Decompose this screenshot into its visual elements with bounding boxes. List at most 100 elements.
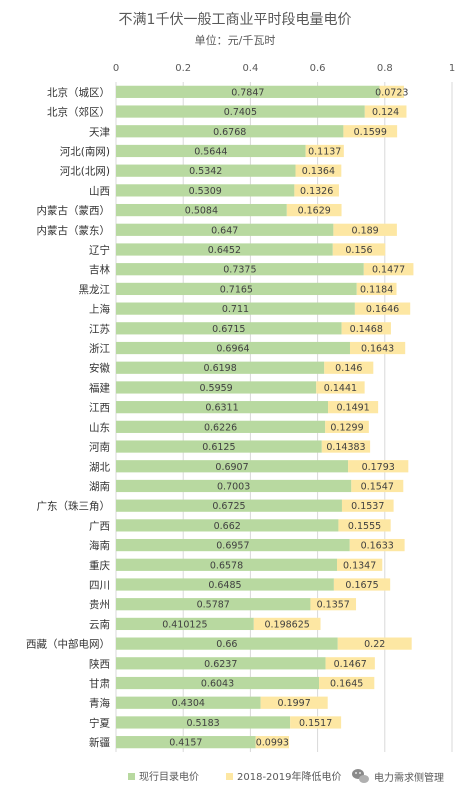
category-label: 北京（城区）: [47, 86, 110, 99]
watermark-text: 电力需求侧管理: [374, 771, 444, 784]
data-label-price-reduction: 0.1326: [300, 186, 333, 197]
data-label-current-price: 0.6226: [204, 422, 237, 433]
data-label-current-price: 0.6768: [213, 127, 246, 138]
bar-current-price: [116, 361, 325, 374]
data-label-price-reduction: 0.1517: [299, 718, 332, 729]
category-label: 甘肃: [89, 677, 110, 690]
data-label-price-reduction: 0.1477: [372, 265, 405, 276]
category-label: 江苏: [89, 322, 110, 335]
category-label: 北京（郊区）: [47, 106, 110, 119]
bar-current-price: [116, 519, 339, 532]
data-label-current-price: 0.6715: [212, 324, 245, 335]
category-label: 吉林: [89, 263, 110, 276]
x-axis-ticks: 0 0.2 0.4 0.6 0.8 1: [113, 63, 455, 74]
bar-price-reduction: [286, 203, 342, 217]
data-label-current-price: 0.5787: [197, 600, 230, 611]
bar-current-price: [116, 381, 317, 394]
chart-subtitle: 单位：元/千瓦时: [195, 33, 276, 47]
wechat-icon: [352, 769, 369, 783]
bar-price-reduction: [316, 381, 365, 394]
data-label-price-reduction: 0.189: [352, 225, 379, 236]
data-label-price-reduction: 0.146: [335, 363, 362, 374]
bar-current-price: [116, 538, 350, 552]
data-label-price-reduction: 0.1645: [330, 679, 363, 690]
category-label: 福建: [89, 381, 110, 394]
bar-price-reduction: [333, 223, 397, 236]
category-label: 江西: [89, 402, 110, 414]
data-label-current-price: 0.5342: [189, 166, 222, 177]
bar-price-reduction: [310, 598, 357, 611]
bar-price-reduction: [325, 420, 369, 433]
category-label: 广西: [89, 520, 110, 532]
data-label-price-reduction: 0.14383: [326, 442, 365, 453]
bar-current-price: [116, 499, 342, 512]
x-tick-label: 0.4: [242, 63, 258, 74]
bar-price-reduction: [319, 676, 375, 690]
bar-current-price: [116, 125, 344, 138]
data-labels: 0.7847 0.0723 0.7405 0.124 0.6768 0.1599 0.564…: [162, 87, 408, 748]
category-label: 内蒙古（蒙东）: [37, 224, 111, 237]
gridlines: [115, 82, 453, 752]
data-label-current-price: 0.6237: [204, 659, 237, 670]
data-label-price-reduction: 0.1547: [361, 481, 394, 492]
data-label-current-price: 0.5183: [186, 718, 219, 729]
category-label: 安徽: [89, 362, 110, 375]
category-label: 新疆: [89, 736, 110, 749]
category-label: 山西: [89, 185, 110, 197]
data-label-price-reduction: 0.22: [364, 639, 385, 650]
data-label-price-reduction: 0.198625: [264, 619, 309, 630]
bar-price-reduction: [305, 144, 344, 158]
category-label: 湖北: [89, 461, 110, 473]
category-label: 广东（珠三角）: [37, 500, 111, 513]
bar-current-price: [116, 460, 349, 473]
bar-price-reduction: [337, 558, 383, 571]
data-label-current-price: 0.7003: [217, 481, 250, 492]
bar-current-price: [116, 302, 355, 315]
bar-price-reduction: [349, 341, 406, 355]
category-label: 黑龙江: [79, 283, 111, 296]
bar-price-reduction: [356, 282, 397, 296]
data-label-current-price: 0.66: [216, 639, 237, 650]
legend-label-current-price: 现行目录电价: [139, 770, 199, 783]
bar-price-reduction: [321, 440, 371, 453]
category-label: 贵州: [89, 598, 110, 611]
category-label: 浙江: [89, 343, 110, 355]
data-label-current-price: 0.410125: [162, 619, 207, 630]
category-label: 四川: [89, 580, 110, 592]
bar-current-price: [116, 203, 287, 217]
bar-price-reduction: [343, 125, 398, 138]
data-label-current-price: 0.6725: [212, 501, 245, 512]
bar-current-price: [116, 440, 322, 453]
category-label: 云南: [89, 618, 110, 631]
data-label-current-price: 0.5959: [199, 383, 232, 394]
bar-current-price: [116, 657, 326, 670]
data-label-price-reduction: 0.0993: [256, 738, 289, 749]
bar-current-price: [116, 696, 261, 709]
data-label-price-reduction: 0.0723: [375, 87, 408, 98]
bar-price-reduction: [341, 499, 394, 512]
data-label-price-reduction: 0.124: [372, 107, 399, 118]
bar-current-price: [116, 85, 380, 98]
data-label-price-reduction: 0.1599: [354, 127, 387, 138]
bar-price-reduction: [341, 322, 391, 335]
data-label-current-price: 0.5644: [194, 146, 227, 157]
data-label-price-reduction: 0.1793: [362, 462, 395, 473]
bar-current-price: [116, 420, 326, 433]
bar-price-reduction: [363, 263, 414, 276]
data-label-price-reduction: 0.1299: [330, 422, 363, 433]
data-label-current-price: 0.6311: [205, 403, 238, 414]
bar-current-price: [116, 282, 357, 296]
data-label-current-price: 0.5084: [185, 206, 218, 217]
data-label-current-price: 0.7165: [220, 284, 253, 295]
data-label-price-reduction: 0.1629: [298, 206, 331, 217]
bar-current-price: [116, 479, 352, 493]
bar-current-price: [116, 676, 320, 690]
category-label: 西藏（中部电网）: [26, 638, 110, 651]
bar-price-reduction: [255, 736, 290, 749]
legend-label-price-reduction: 2018-2019年降低电价: [237, 770, 342, 783]
x-tick-label: 0.6: [310, 63, 326, 74]
bar-current-price: [116, 105, 365, 118]
bar-current-price: [116, 637, 338, 650]
data-label-price-reduction: 0.1675: [345, 580, 378, 591]
bar-current-price: [116, 401, 329, 414]
